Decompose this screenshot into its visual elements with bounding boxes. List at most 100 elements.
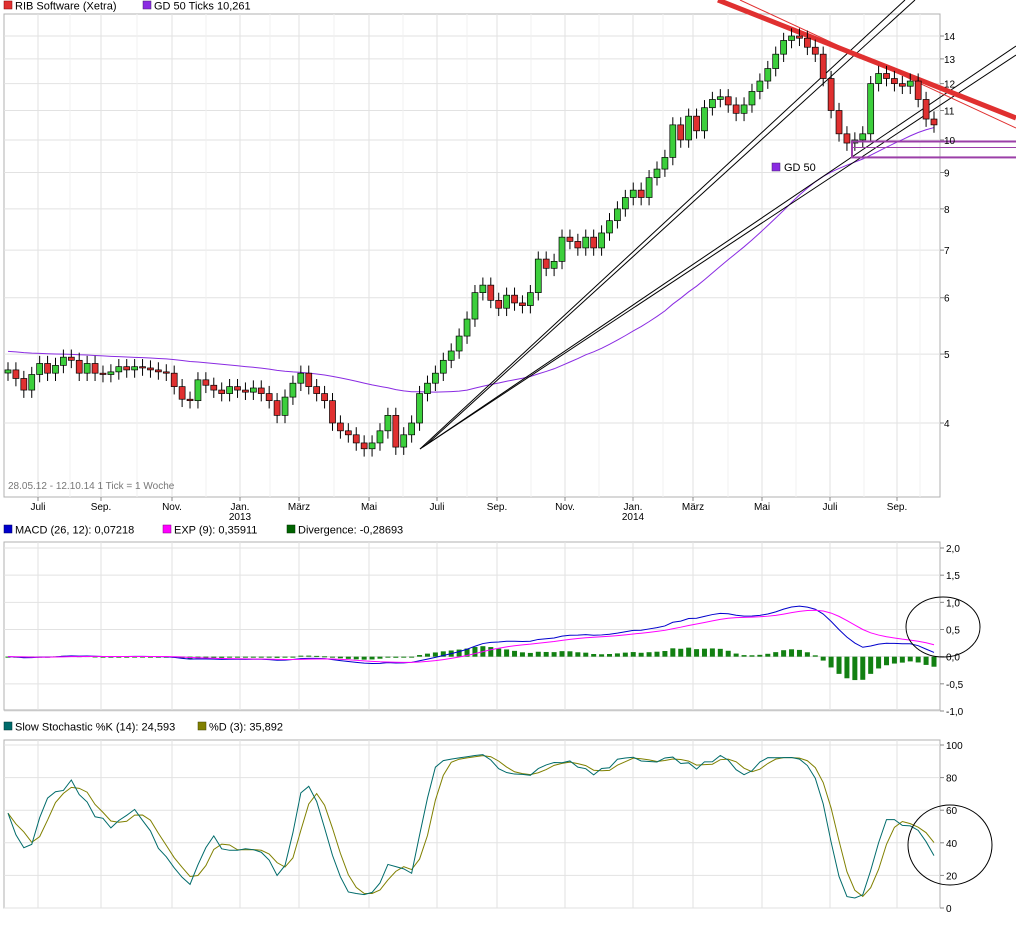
- candle-up: [645, 177, 653, 198]
- divergence-bar: [132, 656, 138, 658]
- divergence-bar: [741, 655, 747, 657]
- divergence-bar: [836, 656, 842, 674]
- divergence-bar: [377, 656, 383, 659]
- candle-up: [226, 386, 233, 394]
- candle-down: [930, 118, 938, 126]
- candle-down: [883, 73, 890, 79]
- divergence-bar: [432, 652, 438, 657]
- divergence-bar: [108, 656, 114, 658]
- divergence-bar: [211, 656, 217, 658]
- price-y-tick-label: 12: [944, 80, 956, 91]
- candle-down: [44, 363, 51, 374]
- divergence-bar: [409, 656, 415, 658]
- legend-exp: EXP (9): 0,35911: [174, 525, 257, 537]
- candle-up: [432, 372, 439, 384]
- divergence-bar: [575, 652, 581, 657]
- candle-up: [479, 284, 487, 293]
- candle-down: [257, 387, 265, 394]
- divergence-bar: [519, 652, 525, 657]
- price-y-tick-label: 5: [944, 350, 950, 361]
- legend-rib: RIB Software (Xetra): [15, 1, 116, 13]
- price-x-tick-label: Juli: [822, 502, 837, 513]
- divergence-bar: [116, 656, 122, 658]
- price-y-tick-label: 6: [944, 294, 950, 305]
- candle-up: [368, 442, 376, 450]
- support-zone: [851, 140, 1016, 159]
- macd-plot-area: [3, 541, 941, 711]
- candle-up: [867, 83, 875, 135]
- candle-up: [582, 236, 590, 249]
- candle-down: [566, 236, 574, 242]
- stoch-k-line: [7, 754, 935, 899]
- macd-legend-swatch-exp: [162, 524, 172, 534]
- divergence-bar: [765, 653, 771, 657]
- candle-up: [875, 73, 882, 84]
- candle-up: [669, 124, 677, 158]
- gd50-annotation: GD 50: [784, 162, 816, 174]
- divergence-bar: [852, 656, 858, 681]
- candle-up: [408, 422, 415, 436]
- divergence-bar: [614, 653, 620, 657]
- divergence-bar: [543, 651, 549, 657]
- candle-up: [906, 80, 914, 87]
- candle-down: [305, 372, 313, 387]
- candle-down: [511, 294, 518, 304]
- divergence-bar: [424, 653, 430, 657]
- macd-y-tick-label: -0,5: [946, 680, 964, 691]
- candle-up: [455, 335, 463, 352]
- period-info: 28.05.12 - 12.10.14 1 Tick = 1 Woche: [8, 481, 175, 492]
- candle-down: [321, 393, 328, 402]
- candle-down: [242, 389, 249, 393]
- stoch-y-axis: 100 80 60 40 20 0: [940, 741, 963, 915]
- candle-down: [75, 359, 83, 374]
- gd50-line: [7, 127, 935, 393]
- divergence-bar: [290, 656, 296, 658]
- price-panel: 4 5 6 7 8 9 10 11 12 13 14 Juli Sep. Nov. Jan. März Mai…: [3, 0, 1016, 523]
- divergence-bar: [638, 652, 644, 657]
- stoch-grid: [4, 740, 940, 909]
- exp-signal-line: [7, 609, 935, 663]
- candle-up: [289, 382, 297, 398]
- divergence-bar: [804, 652, 810, 657]
- stoch-y-tick-label: 0: [946, 904, 952, 915]
- candle-up: [281, 396, 289, 416]
- candle-up: [36, 363, 44, 375]
- candle-down: [693, 115, 700, 132]
- divergence-bar: [266, 656, 272, 658]
- divergence-bar: [607, 653, 613, 657]
- candle-down: [827, 78, 835, 111]
- divergence-bar: [535, 651, 541, 657]
- price-y-tick-label: 13: [944, 55, 956, 66]
- gd50-marker: [771, 162, 781, 172]
- macd-y-tick-label: -1,0: [946, 707, 964, 718]
- price-x-tick-label: Nov.: [555, 502, 575, 513]
- candle-down: [186, 398, 194, 402]
- legend-divergence: Divergence: -0,28693: [298, 525, 403, 537]
- divergence-bar: [654, 651, 660, 657]
- stoch-y-tick-label: 60: [946, 806, 958, 817]
- divergence-bar: [155, 656, 161, 658]
- divergence-bar: [140, 656, 146, 658]
- divergence-bar: [219, 656, 225, 658]
- stoch-panel: Slow Stochastic %K (14): 24,593 %D (3): …: [3, 722, 993, 915]
- price-y-tick-label: 8: [944, 205, 950, 216]
- candle-up: [250, 387, 257, 393]
- candle-up: [772, 53, 780, 69]
- macd-y-tick-label: 2,0: [946, 544, 960, 555]
- support-zone-box: [851, 140, 1016, 159]
- price-x-tick-label: Jan.: [624, 502, 643, 513]
- stoch-y-tick-label: 100: [946, 741, 963, 752]
- price-x-tick-label: März: [288, 502, 310, 513]
- candle-down: [891, 78, 898, 84]
- divergence-bar: [678, 648, 684, 657]
- candle-up: [447, 350, 455, 361]
- candle-down: [202, 379, 210, 386]
- price-moving-average: [7, 127, 935, 393]
- divergence-bar: [907, 656, 913, 662]
- candle-up: [709, 99, 716, 109]
- price-x-tick-label: Juli: [429, 502, 444, 513]
- candle-up: [416, 393, 423, 424]
- candle-down: [352, 434, 360, 444]
- candle-down: [487, 284, 495, 301]
